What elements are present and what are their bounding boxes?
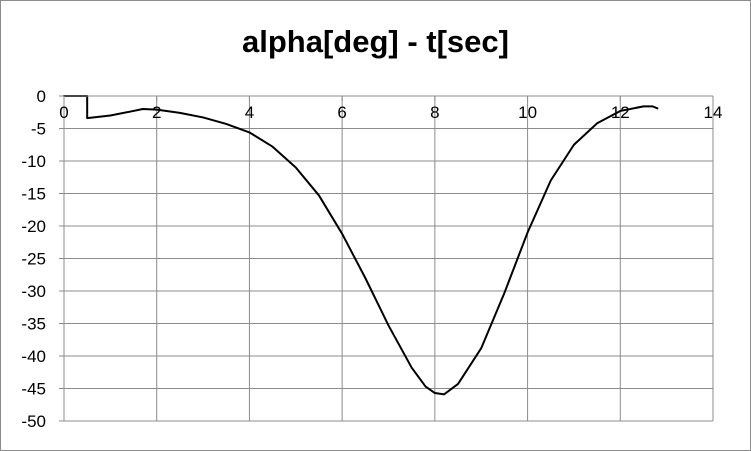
x-tick-label-1: 2 [152, 103, 161, 122]
chart-title: alpha[deg] - t[sec] [242, 24, 509, 59]
x-tick-label-7: 14 [704, 103, 723, 122]
x-tick-label-4: 8 [430, 103, 439, 122]
x-tick-label-6: 12 [611, 103, 630, 122]
y-tick-label-2: -10 [21, 152, 46, 171]
x-tick-label-5: 10 [518, 103, 537, 122]
y-tick-label-0: 0 [37, 87, 46, 106]
y-tick-label-7: -35 [21, 315, 46, 334]
gridlines [64, 96, 714, 422]
y-tick-label-3: -15 [21, 185, 46, 204]
y-tick-label-1: -5 [31, 120, 46, 139]
x-tick-label-0: 0 [59, 103, 68, 122]
y-tick-label-8: -40 [21, 347, 46, 366]
y-tick-label-10: -50 [21, 412, 46, 431]
x-tick-label-2: 4 [245, 103, 254, 122]
series-line-0 [63, 95, 659, 396]
series-layer [63, 95, 659, 396]
x-tick-label-3: 6 [337, 103, 346, 122]
y-tick-label-5: -25 [21, 250, 46, 269]
y-tick-label-9: -45 [21, 380, 46, 399]
axes [59, 95, 714, 422]
tick-labels: 0 2 4 6 8 10 12 14 0 -5 -10 -15 -20 -25 -30 -35 -40 -45 -5… [21, 87, 722, 431]
y-tick-label-4: -20 [21, 217, 46, 236]
y-tick-label-6: -30 [21, 282, 46, 301]
